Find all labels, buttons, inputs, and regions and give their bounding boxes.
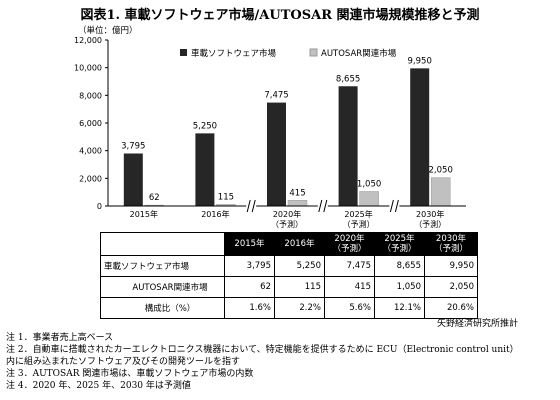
axis-break-mark: [246, 199, 257, 213]
legend-swatch: [180, 49, 187, 56]
table-cell: 12.1%: [374, 297, 425, 319]
bar-value-label: 5,250: [193, 121, 217, 131]
bar-autosar: [287, 200, 308, 207]
table-row-label: AUTOSAR関連市場: [100, 276, 225, 298]
table-row-label: 車載ソフトウェア市場: [100, 255, 225, 277]
table-cell: 1,050: [374, 276, 425, 298]
legend-swatch: [309, 48, 318, 57]
bar-chart: （単位：億円） 車載ソフトウェア市場 AUTOSAR関連市場 0 2,000 4,00…: [74, 25, 466, 229]
bar-autosar: [430, 177, 451, 207]
unit-label: （単位：億円）: [78, 25, 138, 36]
bars: 3,795 62 5,250 115 7,475 415 8,655 1,050 9,950 2,…: [121, 56, 453, 207]
bar-value-label: 7,475: [264, 91, 288, 101]
x-tick-label: 2015年: [130, 209, 158, 219]
table-cell: 8,655: [374, 255, 425, 277]
bar-automotive-software: [410, 68, 430, 206]
bar-value-label: 9,950: [408, 56, 432, 66]
x-tick-label: 2025年（予測）: [343, 209, 375, 229]
axis-break-mark: [389, 199, 400, 213]
table-cell: 3,795: [224, 255, 275, 277]
table-row-label: 構成比（%）: [100, 297, 225, 319]
table-cell: 9,950: [424, 255, 478, 277]
footnote-line: 注 3．AUTOSAR 関連市場は、車載ソフトウェア市場の内数: [6, 369, 254, 379]
axis-break-mark: [317, 199, 328, 213]
footnote-line: 注 1．事業者売上高ベース: [6, 333, 114, 343]
source-note: 矢野経済研究所推計: [436, 319, 518, 329]
table-cell: 2.2%: [274, 297, 325, 319]
bar-value-label: 415: [289, 188, 305, 198]
legend: 車載ソフトウェア市場 AUTOSAR関連市場: [180, 48, 397, 59]
x-axis: 2015年 2016年 2020年（予測） 2025年（予測） 2030年（予測）: [108, 199, 466, 229]
x-tick-label: 2030年（予測）: [414, 209, 446, 229]
bar-value-label: 3,795: [121, 142, 145, 152]
bar-value-label: 62: [149, 193, 160, 203]
y-axis: 0 2,000 4,000 6,000 8,000 10,000 12,000: [74, 36, 109, 211]
table-cell: 62: [224, 276, 275, 298]
y-tick-label: 2,000: [79, 174, 102, 183]
table-cell: 115: [274, 276, 325, 298]
table-header-cell: 2030年 （予測）: [424, 232, 478, 256]
bar-automotive-software: [195, 133, 215, 206]
y-tick-label: 10,000: [74, 64, 102, 73]
table-cell: 7,475: [324, 255, 375, 277]
chart-title: 図表1. 車載ソフトウェア市場/AUTOSAR 関連市場規模推移と予測: [80, 8, 480, 23]
footnotes: 注 1．事業者売上高ベース注 2．自動車に搭載されたカーエレクトロニクス機器にお…: [6, 332, 519, 392]
y-tick-label: 0: [97, 202, 102, 211]
bar-value-label: 115: [218, 192, 234, 202]
table-row: 構成比（%） 1.6% 2.2% 5.6% 12.1% 20.6%: [100, 297, 478, 319]
bar-value-label: 2,050: [429, 166, 453, 176]
y-tick-label: 12,000: [74, 36, 102, 45]
bar-automotive-software: [267, 102, 286, 206]
y-tick-label: 8,000: [79, 91, 102, 100]
bar-automotive-software: [123, 153, 143, 206]
table-cell: 1.6%: [224, 297, 275, 319]
table-cell: 20.6%: [424, 297, 478, 319]
footnote-line: 内に組み込まれたソフトウェア及びその開発ツールを指す: [6, 357, 241, 367]
bar-autosar: [359, 191, 379, 207]
x-tick-label: 2016年: [201, 209, 229, 219]
table-header-cell: 2020年 （予測）: [324, 232, 375, 256]
table-header-cell: [100, 232, 225, 256]
table-cell: 5,250: [274, 255, 325, 277]
table-cell: 415: [324, 276, 375, 298]
legend-label: AUTOSAR関連市場: [321, 48, 397, 59]
footnote-line: 注 2．自動車に搭載されたカーエレクトロニクス機器において、特定機能を提供するた…: [6, 345, 519, 355]
table-cell: 5.6%: [324, 297, 375, 319]
bar-automotive-software: [338, 86, 358, 206]
table-row: 車載ソフトウェア市場 3,795 5,250 7,475 8,655 9,950: [100, 255, 478, 277]
table-header-cell: 2016年: [274, 232, 325, 256]
bar-value-label: 8,655: [336, 74, 360, 84]
bar-value-label: 1,050: [357, 179, 381, 189]
x-tick-label: 2020年（予測）: [271, 209, 303, 229]
legend-label: 車載ソフトウェア市場: [191, 48, 277, 59]
data-table: 2015年 2016年 2020年 （予測） 2025年 （予測） 2030年 （予測） 車載ソ…: [100, 232, 478, 319]
y-tick-label: 6,000: [79, 119, 102, 128]
table-header-cell: 2025年 （予測）: [374, 232, 425, 256]
table-header-cell: 2015年: [224, 232, 275, 256]
y-tick-label: 4,000: [79, 147, 102, 156]
table-row: AUTOSAR関連市場 62 115 415 1,050 2,050: [100, 276, 478, 298]
table-cell: 2,050: [424, 276, 478, 298]
footnote-line: 注 4．2020 年、2025 年、2030 年は予測値: [6, 381, 191, 391]
